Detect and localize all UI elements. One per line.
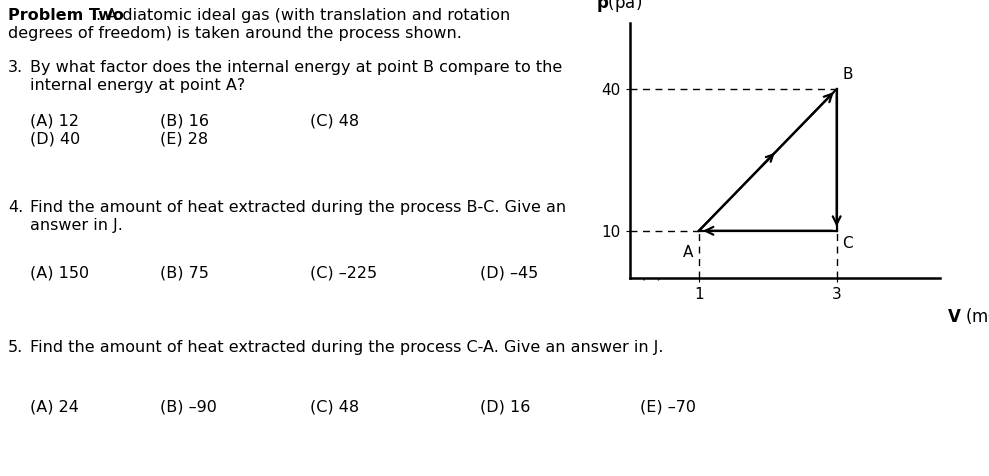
- Text: (A) 24: (A) 24: [30, 400, 79, 415]
- Text: (A) 12: (A) 12: [30, 113, 79, 128]
- Text: (B) 75: (B) 75: [160, 265, 209, 280]
- Text: C: C: [843, 236, 853, 250]
- Text: 4.: 4.: [8, 200, 24, 215]
- Text: degrees of freedom) is taken around the process shown.: degrees of freedom) is taken around the …: [8, 26, 462, 41]
- Text: Find the amount of heat extracted during the process C-A. Give an answer in J.: Find the amount of heat extracted during…: [30, 340, 664, 355]
- Text: (E) –310: (E) –310: [640, 265, 706, 280]
- Text: $\bf{V}$ (m³): $\bf{V}$ (m³): [946, 307, 989, 327]
- Text: (A) 150: (A) 150: [30, 265, 89, 280]
- Text: B: B: [843, 67, 853, 82]
- Text: (B) –90: (B) –90: [160, 400, 217, 415]
- Text: (B) 16: (B) 16: [160, 113, 209, 128]
- Text: internal energy at point A?: internal energy at point A?: [30, 78, 245, 93]
- Text: Find the amount of heat extracted during the process B-C. Give an: Find the amount of heat extracted during…: [30, 200, 566, 215]
- Text: (C) 48: (C) 48: [310, 400, 359, 415]
- Text: By what factor does the internal energy at point B compare to the: By what factor does the internal energy …: [30, 60, 563, 75]
- Text: (D) –45: (D) –45: [480, 265, 538, 280]
- Text: A: A: [683, 245, 693, 260]
- Text: 5.: 5.: [8, 340, 24, 355]
- Text: 3.: 3.: [8, 60, 23, 75]
- Text: $\bf{p}$$\mathregular{(pa)}$: $\bf{p}$$\mathregular{(pa)}$: [595, 0, 642, 13]
- Text: (E) –70: (E) –70: [640, 400, 696, 415]
- Text: (D) 40: (D) 40: [30, 131, 80, 146]
- Text: (C) –225: (C) –225: [310, 265, 377, 280]
- Text: answer in J.: answer in J.: [30, 218, 123, 233]
- Text: (E) 28: (E) 28: [160, 131, 208, 146]
- Text: Problem Two: Problem Two: [8, 8, 124, 23]
- Text: (C) 48: (C) 48: [310, 113, 359, 128]
- Text: (D) 16: (D) 16: [480, 400, 530, 415]
- Text: . A diatomic ideal gas (with translation and rotation: . A diatomic ideal gas (with translation…: [96, 8, 510, 23]
